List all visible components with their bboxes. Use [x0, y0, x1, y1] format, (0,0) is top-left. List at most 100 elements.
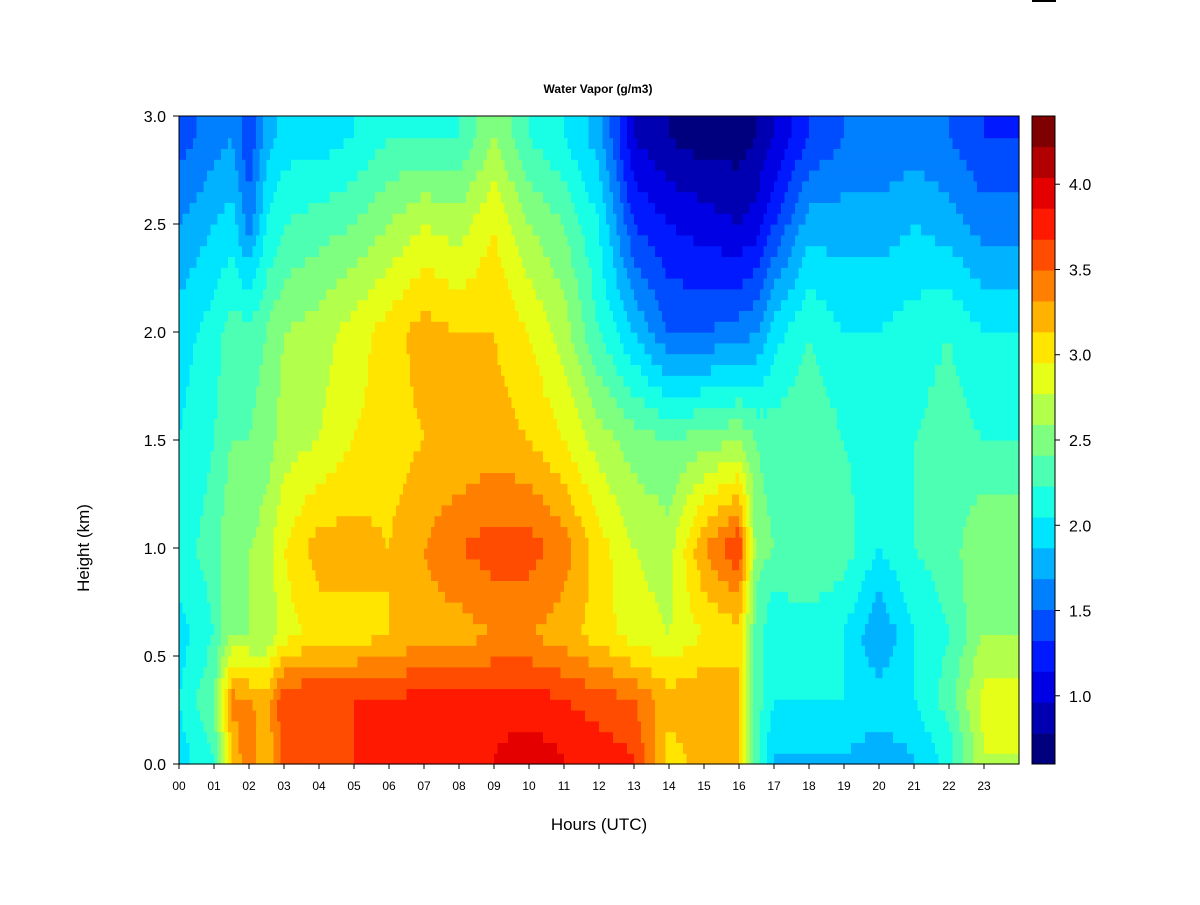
heatmap-cell — [364, 202, 369, 214]
heatmap-cell — [252, 342, 257, 355]
heatmap-cell — [252, 742, 257, 754]
heatmap-cell — [242, 407, 247, 419]
heatmap-cell — [256, 407, 261, 419]
heatmap-cell — [256, 202, 261, 214]
heatmap-cell — [448, 742, 453, 754]
heatmap-cell — [277, 558, 282, 571]
heatmap-cell — [231, 137, 236, 149]
heatmap-cell — [378, 332, 383, 344]
heatmap-cell — [301, 364, 306, 376]
heatmap-cell — [280, 321, 285, 333]
heatmap-cell — [294, 386, 299, 398]
heatmap-cell — [235, 699, 240, 711]
heatmap-cell — [371, 126, 376, 139]
heatmap-cell — [329, 569, 334, 581]
heatmap-cell — [417, 591, 422, 603]
heatmap-cell — [441, 677, 446, 689]
heatmap-cell — [252, 375, 257, 387]
heatmap-cell — [270, 310, 275, 322]
heatmap-cell — [396, 245, 401, 257]
heatmap-cell — [399, 386, 404, 398]
heatmap-cell — [452, 580, 457, 592]
heatmap-cell — [224, 278, 229, 290]
heatmap-cell — [196, 440, 201, 452]
heatmap-cell — [273, 688, 278, 700]
heatmap-cell — [186, 440, 191, 452]
heatmap-cell — [410, 191, 415, 203]
heatmap-cell — [298, 278, 303, 290]
heatmap-cell — [375, 375, 380, 387]
heatmap-cell — [294, 494, 299, 506]
heatmap-cell — [287, 137, 292, 149]
heatmap-cell — [389, 148, 394, 160]
heatmap-cell — [459, 429, 464, 441]
heatmap-cell — [217, 548, 222, 560]
heatmap-cell — [231, 213, 236, 225]
heatmap-cell — [385, 753, 390, 765]
heatmap-cell — [413, 461, 418, 473]
heatmap-cell — [235, 753, 240, 765]
heatmap-cell — [203, 234, 208, 247]
heatmap-cell — [291, 548, 296, 560]
heatmap-cell — [459, 116, 464, 128]
heatmap-cell — [459, 753, 464, 765]
heatmap-cell — [217, 515, 222, 527]
heatmap-cell — [308, 332, 313, 344]
heatmap-cell — [266, 342, 271, 355]
heatmap-cell — [392, 569, 397, 581]
heatmap-cell — [333, 656, 338, 668]
heatmap-cell — [445, 537, 450, 549]
heatmap-cell — [228, 526, 233, 538]
heatmap-cell — [179, 288, 184, 301]
heatmap-cell — [221, 321, 226, 333]
heatmap-cell — [182, 213, 187, 225]
heatmap-cell — [182, 310, 187, 322]
heatmap-cell — [431, 332, 436, 344]
heatmap-cell — [252, 418, 257, 430]
heatmap-cell — [427, 612, 432, 625]
heatmap-cell — [459, 159, 464, 171]
heatmap-cell — [210, 483, 215, 495]
heatmap-cell — [420, 288, 425, 301]
heatmap-cell — [305, 731, 310, 743]
heatmap-cell — [319, 494, 324, 506]
heatmap-cell — [364, 472, 369, 484]
heatmap-cell — [385, 116, 390, 128]
heatmap-cell — [305, 310, 310, 322]
heatmap-cell — [242, 494, 247, 506]
heatmap-cell — [378, 234, 383, 247]
heatmap-cell — [249, 375, 254, 387]
heatmap-cell — [224, 450, 229, 463]
heatmap-cell — [280, 742, 285, 754]
heatmap-cell — [224, 731, 229, 743]
heatmap-cell — [417, 461, 422, 473]
heatmap-cell — [203, 623, 208, 635]
heatmap-cell — [298, 234, 303, 247]
heatmap-cell — [266, 278, 271, 290]
heatmap-cell — [340, 720, 345, 733]
heatmap-cell — [434, 666, 439, 679]
heatmap-cell — [284, 558, 289, 571]
heatmap-cell — [410, 656, 415, 668]
heatmap-cell — [396, 548, 401, 560]
heatmap-cell — [420, 116, 425, 128]
heatmap-cell — [333, 461, 338, 473]
heatmap-cell — [252, 472, 257, 484]
heatmap-cell — [305, 753, 310, 765]
heatmap-cell — [417, 234, 422, 247]
heatmap-cell — [434, 191, 439, 203]
heatmap-cell — [277, 710, 282, 722]
heatmap-cell — [228, 688, 233, 700]
heatmap-cell — [431, 548, 436, 560]
heatmap-cell — [210, 310, 215, 322]
heatmap-cell — [228, 699, 233, 711]
heatmap-cell — [200, 418, 205, 430]
heatmap-cell — [417, 191, 422, 203]
heatmap-cell — [312, 450, 317, 463]
heatmap-cell — [343, 526, 348, 538]
heatmap-cell — [238, 396, 243, 409]
heatmap-cell — [179, 224, 184, 236]
heatmap-cell — [196, 342, 201, 355]
heatmap-cell — [336, 483, 341, 495]
heatmap-cell — [343, 137, 348, 149]
